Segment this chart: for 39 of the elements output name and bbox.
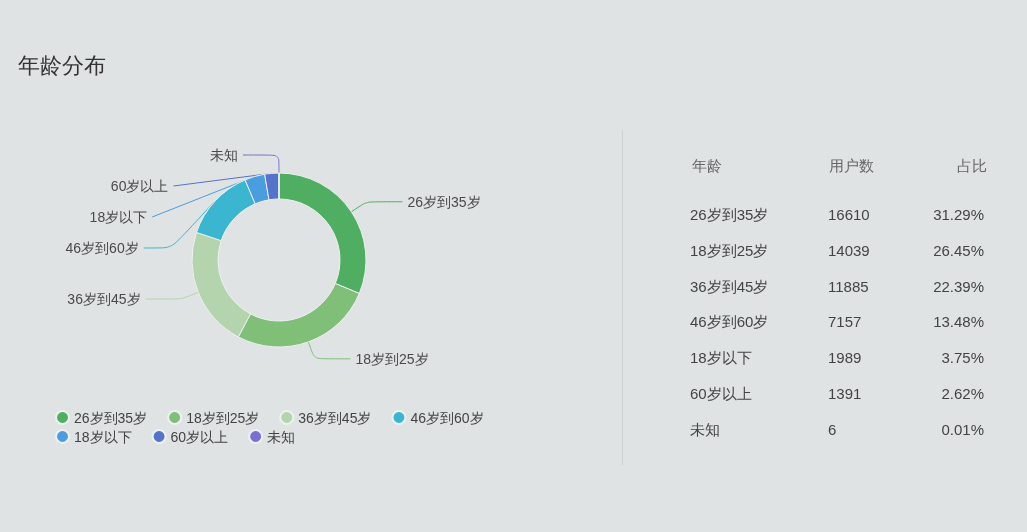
data-label: 2.62%: [941, 384, 984, 404]
slice-label: 18岁以下: [89, 209, 148, 225]
category-label: 18岁到25岁: [690, 240, 769, 261]
data-label: 14039: [828, 240, 870, 261]
data-label: 22.39%: [933, 276, 984, 297]
data-label: 3.75%: [941, 348, 984, 369]
data-label: 1989: [828, 348, 862, 369]
legend-label: 26岁到35岁: [74, 409, 148, 426]
legend-label: 18岁到25岁: [186, 409, 260, 426]
data-label: 13.48%: [933, 312, 984, 333]
chart-title: 年龄分布: [18, 52, 106, 78]
category-label: 60岁以上: [690, 384, 752, 404]
data-label: 1391: [828, 384, 862, 404]
category-label: 18岁以下: [690, 348, 752, 369]
slice-label: 36岁到45岁: [67, 291, 141, 308]
category-label: 46岁到60岁: [690, 312, 769, 333]
legend-label: 36岁到45岁: [298, 409, 372, 426]
text: 占比: [957, 156, 987, 176]
data-label: 31.29%: [933, 205, 984, 225]
data-label: 0.01%: [941, 419, 984, 440]
slice-label: 未知: [209, 147, 238, 163]
legend-label: 18岁以下: [74, 428, 132, 445]
text: 年龄: [692, 156, 722, 176]
category-label: 36岁到45岁: [690, 276, 769, 297]
legend-label: 未知: [267, 428, 296, 445]
text: 用户数: [829, 156, 874, 176]
slice-label: 26岁到35岁: [407, 193, 481, 210]
slice-label: 18岁到25岁: [355, 350, 429, 367]
legend-label: 60岁以上: [170, 428, 229, 445]
slice-label: 60岁以上: [110, 178, 169, 194]
legend-label: 46岁到60岁: [410, 409, 484, 426]
data-label: 26.45%: [933, 240, 984, 261]
slice-label: 46岁到60岁: [65, 240, 139, 256]
data-label: 6: [828, 419, 837, 440]
category-label: 26岁到35岁: [690, 205, 769, 225]
data-label: 7157: [828, 312, 862, 333]
data-label: 11885: [828, 276, 869, 297]
data-label: 16610: [828, 205, 870, 225]
category-label: 未知: [690, 419, 720, 440]
